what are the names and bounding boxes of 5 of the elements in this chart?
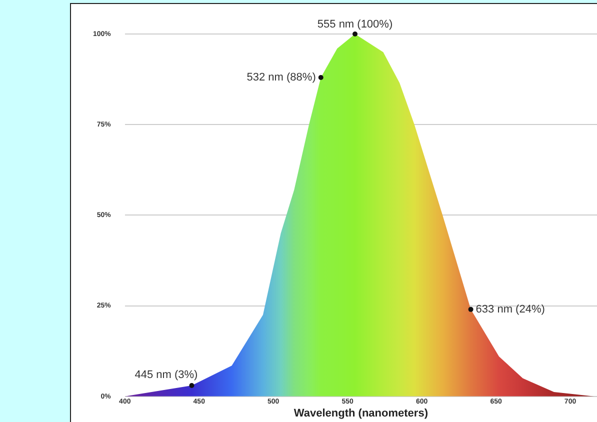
annotation: 633 nm (24%) — [476, 303, 545, 316]
annotation: 445 nm (3%) — [134, 369, 198, 382]
x-axis-title: Wavelength (nanometers) — [294, 407, 428, 420]
annotation: 555 nm (100%) — [317, 18, 393, 31]
annotation: 532 nm (88%) — [246, 72, 316, 84]
